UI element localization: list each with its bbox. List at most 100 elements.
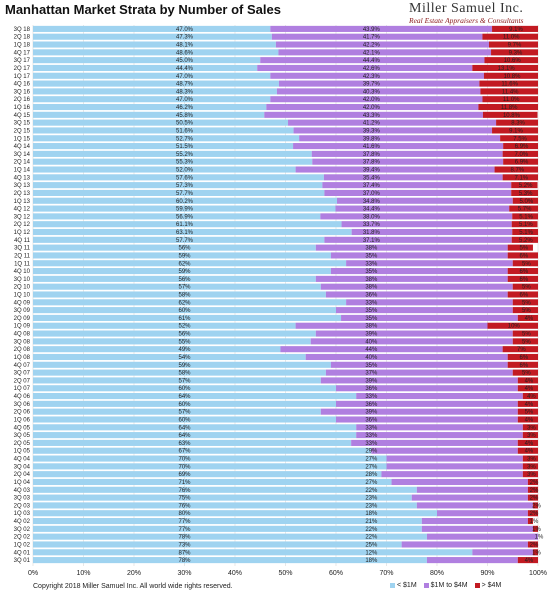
bar-value-label: 3% [527, 457, 536, 463]
y-category-label: 3Q 06 [14, 402, 31, 408]
bar-segment [315, 330, 513, 337]
bar-segment [33, 213, 321, 220]
bar-value-label: 44.4% [176, 66, 194, 72]
bar-segment [33, 385, 336, 392]
bar-value-label: 6% [520, 293, 529, 299]
bar-value-label: 36% [365, 417, 378, 423]
bar-value-label: 59% [178, 363, 191, 369]
bar-segment [33, 127, 294, 134]
bar-segment [312, 158, 504, 165]
bar-value-label: 5.1% [519, 222, 533, 228]
bar-segment [330, 268, 508, 275]
bar-segment [386, 463, 523, 470]
legend-item-over-4m: > $4M [474, 582, 501, 589]
y-category-label: 1Q 05 [14, 449, 31, 455]
bar-segment [33, 119, 289, 126]
bar-value-label: 63.1% [176, 230, 194, 236]
bar-segment [517, 385, 538, 392]
y-category-label: 2Q 07 [14, 378, 31, 384]
legend-swatch-over-4m [474, 583, 480, 588]
bar-segment [527, 478, 538, 486]
bar-segment [517, 400, 538, 407]
bar-value-label: 39.8% [363, 136, 381, 142]
bar-segment [502, 174, 538, 181]
bar-segment [492, 127, 538, 134]
y-category-label: 3Q 10 [14, 277, 31, 283]
bar-segment [33, 189, 325, 196]
bar-segment [324, 236, 512, 243]
bar-segment [33, 447, 372, 454]
bar-segment [512, 338, 538, 345]
bar-segment [527, 486, 538, 493]
legend-label-1m-to-4m: $1M to $4M [430, 582, 468, 589]
y-category-label: 3Q 18 [14, 27, 31, 33]
bar-value-label: 78% [178, 535, 191, 541]
bar-value-label: 55.2% [176, 152, 194, 158]
y-category-label: 2Q 08 [14, 347, 31, 353]
bar-value-label: 5.7% [518, 207, 532, 213]
bars: 47.0% 43.9% 9.1% 47.3% 41.7% 11.0% 48.1% 42.2% 9… [33, 25, 544, 564]
bar-segment [351, 228, 513, 236]
bar-value-label: 75% [178, 496, 191, 502]
bar-segment [527, 510, 538, 517]
bar-segment [472, 549, 533, 556]
bar-segment [33, 424, 357, 431]
bar-value-label: 51.5% [176, 144, 194, 150]
bar-segment [507, 275, 538, 282]
bar-value-label: 59% [178, 253, 191, 259]
bar-value-label: 38.0% [363, 214, 381, 220]
legend-swatch-under-1m [390, 583, 395, 588]
y-category-label: 1Q 12 [14, 230, 31, 236]
bar-value-label: 4% [525, 402, 534, 408]
x-tick-label: 40% [228, 570, 242, 577]
bar-segment [33, 408, 321, 415]
bar-segment [507, 252, 538, 259]
bar-segment [33, 111, 265, 118]
bar-segment [517, 447, 538, 454]
bar-segment [33, 361, 331, 368]
bar-segment [512, 369, 538, 376]
y-category-label: 1Q 17 [14, 74, 31, 80]
y-category-label: 4Q 14 [14, 144, 31, 150]
y-category-label: 2Q 14 [14, 160, 31, 166]
y-category-label: 2Q 18 [14, 35, 31, 41]
bar-segment [503, 158, 538, 165]
bar-value-label: 64% [178, 425, 191, 431]
bar-segment [320, 408, 518, 415]
bar-value-label: 35% [365, 269, 378, 275]
bar-value-label: 48.6% [176, 50, 194, 56]
y-category-label: 4Q 13 [14, 175, 31, 181]
bar-value-label: 42.1% [363, 50, 381, 56]
y-category-label: 3Q 17 [14, 58, 31, 64]
bar-value-label: 42.0% [363, 105, 381, 111]
bar-value-label: 6% [520, 363, 529, 369]
bar-value-label: 63% [178, 441, 191, 447]
bar-value-label: 7.5% [513, 136, 527, 142]
bar-segment [517, 416, 538, 423]
bar-value-label: 1% [535, 535, 544, 541]
x-tick-label: 90% [480, 570, 494, 577]
legend-swatch-1m-to-4m [423, 583, 429, 588]
bar-value-label: 58% [178, 371, 191, 377]
bar-value-label: 2% [530, 488, 539, 494]
bar-segment [275, 41, 490, 48]
y-category-label: 4Q 06 [14, 394, 31, 400]
y-category-label: 2Q 04 [14, 472, 31, 478]
bar-segment [33, 377, 321, 384]
bar-value-label: 57% [178, 285, 191, 291]
bar-value-label: 55.3% [176, 160, 194, 166]
bar-value-label: 28% [365, 472, 378, 478]
bar-segment [484, 57, 538, 64]
bar-value-label: 57.7% [176, 191, 194, 197]
bar-segment [401, 541, 528, 548]
bar-value-label: 27% [365, 480, 378, 486]
bar-value-label: 33% [365, 394, 378, 400]
y-category-label: 1Q 09 [14, 324, 31, 330]
y-category-label: 2Q 17 [14, 66, 31, 72]
bar-value-label: 64% [178, 394, 191, 400]
x-tick-label: 0% [28, 570, 38, 577]
bar-value-label: 48.3% [176, 89, 194, 95]
bar-value-label: 3% [527, 433, 536, 439]
bar-value-label: 57% [178, 378, 191, 384]
bar-segment [33, 307, 336, 314]
